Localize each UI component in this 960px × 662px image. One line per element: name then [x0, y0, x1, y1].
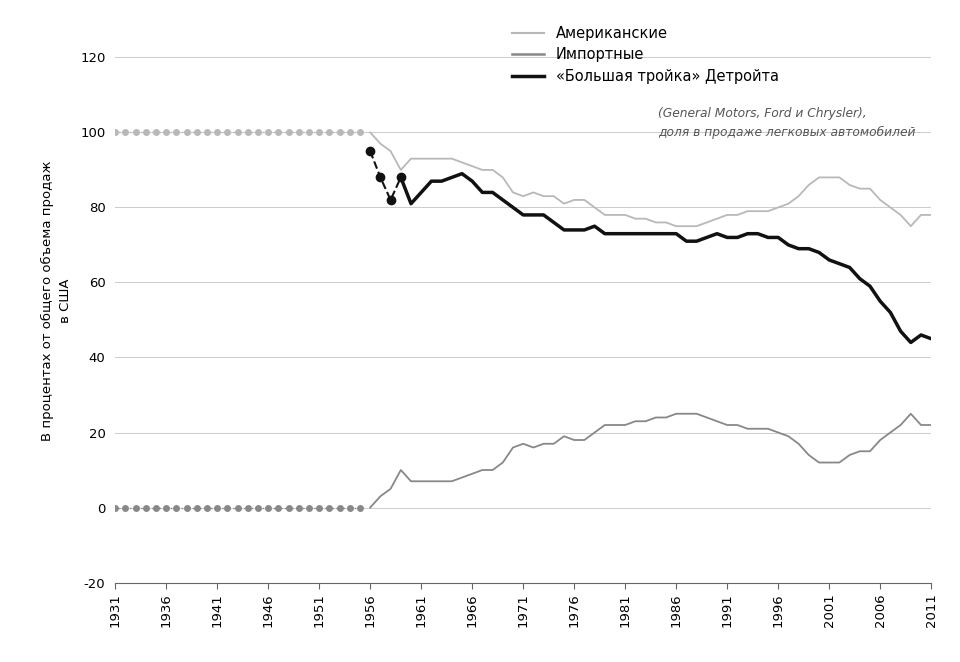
Text: (General Motors, Ford и Chrysler),
доля в продаже легковых автомобилей: (General Motors, Ford и Chrysler), доля … — [658, 107, 915, 139]
Y-axis label: В процентах от общего объема продаж
в США: В процентах от общего объема продаж в СШ… — [40, 161, 72, 442]
Legend: Американские, Импортные, «Большая тройка» Детройта: Американские, Импортные, «Большая тройка… — [506, 20, 785, 89]
